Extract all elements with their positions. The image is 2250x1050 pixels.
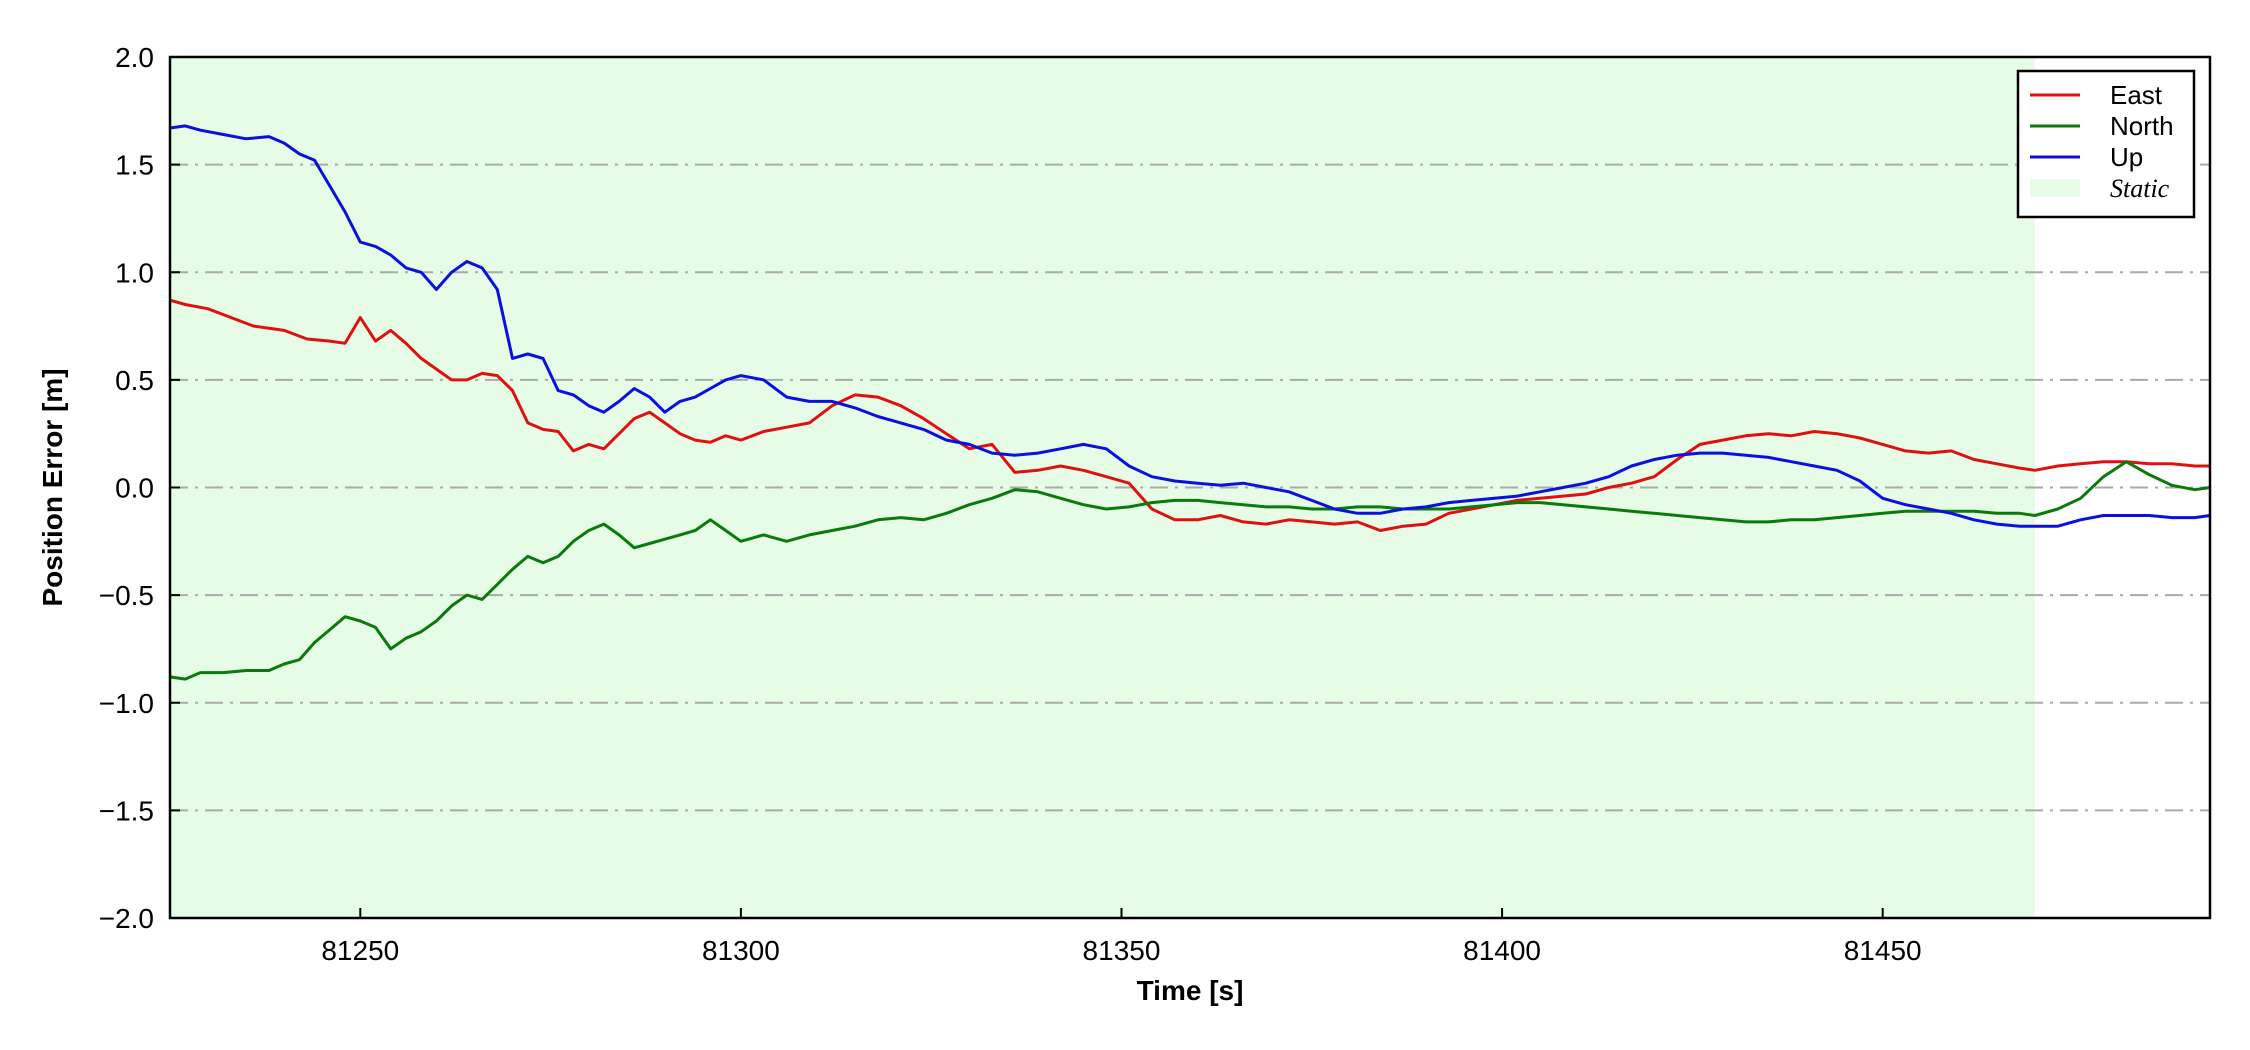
x-axis-label: Time [s] [1137, 975, 1244, 1006]
series-line-north [169, 460, 2211, 681]
axis-labels: Time [s] Position Error [m] [37, 368, 1243, 1006]
legend: East North Up Static [2016, 69, 2196, 219]
x-tick-label: 81450 [1844, 935, 1922, 966]
series-line-up [169, 124, 2211, 528]
y-tick-label: 0.0 [115, 473, 154, 504]
y-tick-label: 1.5 [115, 150, 154, 181]
y-tick-label: −1.0 [99, 688, 154, 719]
y-tick-label: −0.5 [99, 580, 154, 611]
legend-label-north: North [2110, 111, 2174, 141]
series-lines [169, 124, 2211, 681]
axis-ticks: 81250 81300 81350 81400 81450 −2.0 −1.5 −1.0 −0.… [99, 42, 1922, 966]
y-tick-label: 0.5 [115, 365, 154, 396]
x-tick-label: 81300 [702, 935, 780, 966]
legend-swatch-static [2030, 179, 2080, 197]
grid-lines [170, 163, 2210, 812]
legend-label-east: East [2110, 80, 2163, 110]
y-tick-label: −1.5 [99, 795, 154, 826]
legend-label-static: Static [2110, 174, 2170, 203]
y-tick-label: −2.0 [99, 903, 154, 934]
x-tick-label: 81400 [1463, 935, 1541, 966]
series-line-east [169, 298, 2210, 532]
x-tick-label: 81250 [321, 935, 399, 966]
y-axis-label: Position Error [m] [37, 368, 68, 606]
x-tick-label: 81350 [1083, 935, 1161, 966]
y-tick-label: 2.0 [115, 42, 154, 73]
legend-label-up: Up [2110, 142, 2143, 172]
y-tick-label: 1.0 [115, 257, 154, 288]
